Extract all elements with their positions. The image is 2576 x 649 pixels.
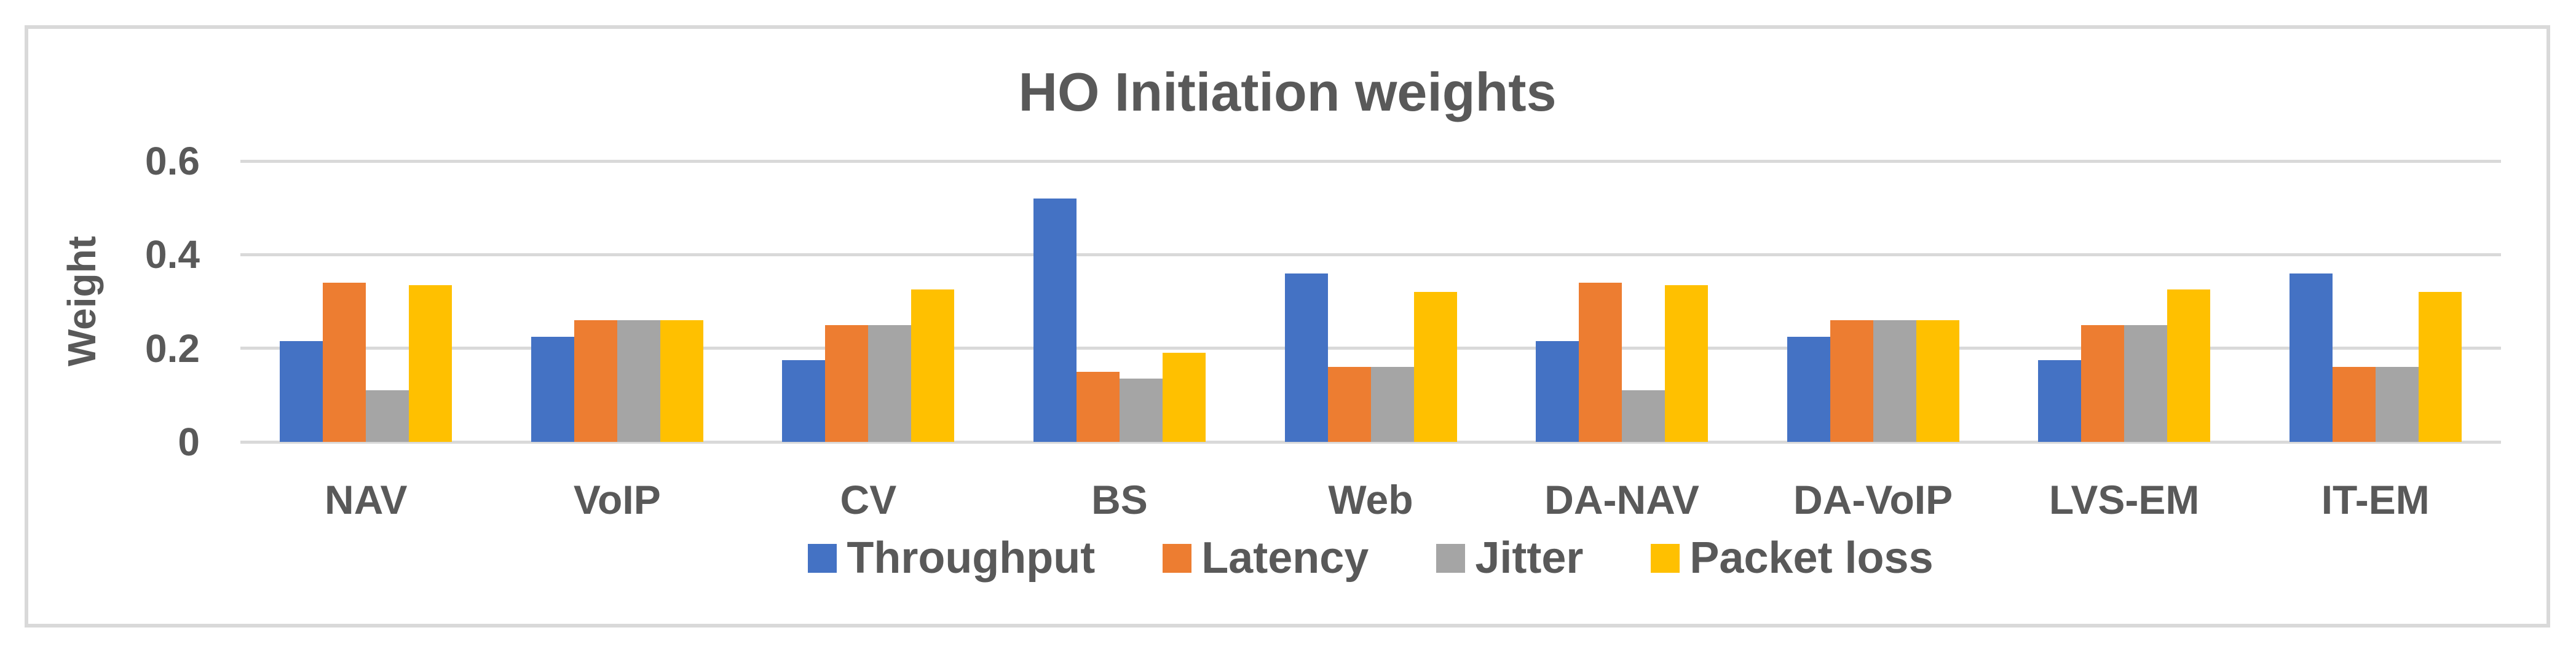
legend-label-jitter: Jitter — [1475, 533, 1584, 583]
y-tick-label-0: 0 — [178, 420, 200, 464]
bar-packet-loss-lvs-em — [2167, 289, 2211, 442]
y-tick-label-0.2: 0.2 — [145, 326, 200, 371]
chart-title: HO Initiation weights — [1018, 61, 1557, 122]
bar-throughput-web — [1284, 273, 1328, 442]
bar-jitter-nav — [366, 390, 409, 442]
bar-latency-web — [1327, 367, 1371, 442]
bar-latency-cv — [825, 324, 869, 442]
y-tick-label-0.6: 0.6 — [145, 139, 200, 183]
legend-item-latency: Latency — [1163, 536, 1369, 580]
bar-jitter-voip — [617, 320, 660, 442]
bar-packet-loss-cv — [911, 289, 955, 442]
bar-throughput-da-nav — [1536, 341, 1579, 442]
gridline-0.2 — [240, 347, 2501, 350]
bar-latency-bs — [1076, 371, 1120, 442]
bar-latency-nav — [323, 283, 366, 442]
category-label-lvs-em: LVS-EM — [2049, 477, 2200, 522]
legend-swatch-latency — [1163, 543, 1192, 573]
gridline-0.6 — [240, 159, 2501, 163]
legend-item-packet-loss: Packet loss — [1651, 533, 1934, 583]
bar-packet-loss-nav — [409, 285, 452, 442]
bar-throughput-nav — [280, 341, 323, 442]
bar-jitter-it-em — [2375, 367, 2419, 442]
bar-throughput-cv — [782, 360, 826, 442]
bar-jitter-da-nav — [1622, 390, 1665, 442]
legend-label-latency: Latency — [1201, 533, 1369, 583]
bar-throughput-it-em — [2289, 273, 2333, 442]
bar-jitter-lvs-em — [2124, 324, 2168, 442]
legend-swatch-packet-loss — [1651, 543, 1680, 573]
legend-swatch-throughput — [808, 543, 837, 573]
bar-throughput-lvs-em — [2038, 360, 2082, 442]
legend: Throughput Latency Jitter Packet loss — [240, 536, 2501, 580]
legend-item-throughput: Throughput — [808, 536, 1095, 580]
bar-packet-loss-it-em — [2418, 292, 2462, 442]
bar-jitter-cv — [868, 324, 912, 442]
bar-packet-loss-web — [1413, 292, 1457, 442]
gridline-0 — [240, 440, 2501, 444]
bar-latency-it-em — [2332, 367, 2376, 442]
bar-packet-loss-bs — [1162, 353, 1206, 442]
category-label-voip: VoIP — [573, 477, 661, 522]
category-label-da-voip: DA-VoIP — [1793, 477, 1953, 522]
category-label-cv: CV — [840, 477, 897, 522]
bar-throughput-voip — [531, 336, 574, 442]
bar-throughput-bs — [1033, 198, 1077, 442]
gridline-0.4 — [240, 253, 2501, 256]
bar-throughput-da-voip — [1787, 336, 1830, 442]
bar-latency-voip — [574, 320, 617, 442]
bar-jitter-web — [1370, 367, 1414, 442]
legend-swatch-jitter — [1436, 543, 1466, 573]
category-label-bs: BS — [1091, 477, 1148, 522]
legend-label-throughput: Throughput — [847, 533, 1096, 583]
bar-latency-da-nav — [1579, 283, 1622, 442]
category-label-da-nav: DA-NAV — [1544, 477, 1699, 522]
y-tick-label-0.4: 0.4 — [145, 232, 200, 277]
bar-latency-lvs-em — [2081, 324, 2125, 442]
bar-jitter-bs — [1119, 379, 1163, 442]
category-label-nav: NAV — [325, 477, 408, 522]
legend-label-packet-loss: Packet loss — [1689, 533, 1934, 583]
bar-latency-da-voip — [1830, 320, 1873, 442]
category-label-it-em: IT-EM — [2321, 477, 2430, 522]
category-label-web: Web — [1328, 477, 1413, 522]
bar-jitter-da-voip — [1873, 320, 1916, 442]
bar-packet-loss-voip — [660, 320, 703, 442]
bar-packet-loss-da-nav — [1665, 285, 1709, 442]
bar-packet-loss-da-voip — [1916, 320, 1959, 442]
legend-item-jitter: Jitter — [1436, 536, 1583, 580]
